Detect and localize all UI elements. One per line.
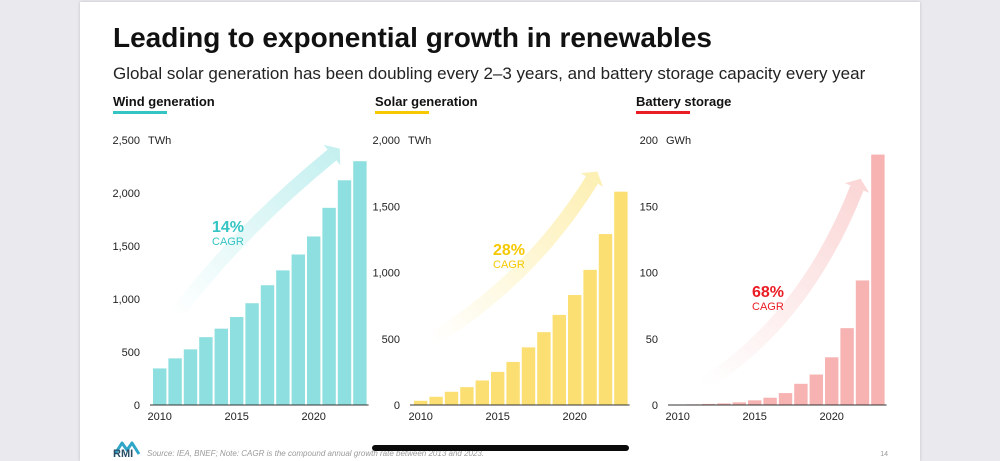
chart-2-bar-2019 bbox=[809, 374, 823, 405]
chart-0-bar-2018 bbox=[276, 270, 290, 405]
chart-0-ytick-3: 1,500 bbox=[112, 241, 140, 253]
chart-0-ytick-5: 2,500 bbox=[112, 135, 140, 147]
home-indicator[interactable] bbox=[372, 445, 629, 451]
chart-1-bar-2023 bbox=[614, 191, 628, 405]
chart-2-title-underline bbox=[636, 111, 690, 114]
chart-2-xtick-2: 2020 bbox=[819, 411, 843, 423]
chart-1-bar-2014 bbox=[475, 380, 489, 405]
chart-0-bar-2021 bbox=[322, 207, 336, 405]
chart-1-bar-2012 bbox=[444, 391, 459, 405]
chart-1-bar-2013 bbox=[460, 387, 474, 405]
chart-0-unit: TWh bbox=[148, 135, 171, 147]
chart-1-ytick-3: 1,500 bbox=[372, 201, 400, 213]
chart-1-bar-2015 bbox=[491, 371, 505, 405]
chart-0-xtick-2: 2020 bbox=[301, 411, 325, 423]
charts-area: Wind generation 0 500 1,000 1,500 2,000 2,500 T… bbox=[80, 90, 920, 430]
chart-2-bar-2015 bbox=[748, 400, 762, 405]
chart-0-bar-2023 bbox=[353, 161, 367, 405]
chart-0-bar-2010 bbox=[153, 368, 167, 405]
chart-2-bar-2013 bbox=[717, 403, 731, 405]
chart-0-title-underline bbox=[113, 111, 167, 114]
chart-1-growth-arrow bbox=[427, 176, 598, 346]
chart-0-bar-2013 bbox=[199, 337, 213, 405]
chart-1-bar-2010 bbox=[414, 400, 428, 405]
chart-0-cagr-value: 14% bbox=[212, 219, 244, 236]
chart-0-title: Wind generation bbox=[113, 94, 215, 109]
chart-1-ytick-2: 1,000 bbox=[372, 268, 400, 280]
chart-1-ytick-4: 2,000 bbox=[372, 135, 400, 147]
chart-0-growth-arrow bbox=[169, 149, 337, 321]
chart-1-bar-2017 bbox=[521, 347, 536, 405]
chart-1-cagr-label: CAGR bbox=[493, 259, 525, 271]
chart-2-ytick-4: 200 bbox=[640, 135, 658, 147]
chart-0-bar-2017 bbox=[260, 285, 275, 405]
chart-2-growth-arrow bbox=[700, 185, 864, 390]
chart-2-bar-2012 bbox=[701, 403, 716, 405]
chart-1-cagr-value: 28% bbox=[493, 242, 525, 259]
logo-text: RMI bbox=[113, 448, 134, 460]
chart-2-xtick-1: 2015 bbox=[742, 411, 766, 423]
rmi-logo-icon bbox=[113, 441, 141, 455]
chart-0-bar-2016 bbox=[245, 303, 259, 405]
chart-0-bar-2019 bbox=[291, 254, 305, 405]
chart-0-bar-2015 bbox=[230, 317, 244, 405]
chart-2-bar-2014 bbox=[732, 402, 746, 405]
chart-0-ytick-2: 1,000 bbox=[112, 294, 140, 306]
chart-1-xtick-1: 2015 bbox=[485, 411, 509, 423]
chart-0-ytick-1: 500 bbox=[122, 347, 140, 359]
chart-2-ytick-3: 150 bbox=[640, 201, 658, 213]
chart-2-ytick-1: 50 bbox=[646, 334, 658, 346]
chart-1-xtick-2: 2020 bbox=[562, 411, 586, 423]
chart-0-bar-2020 bbox=[307, 236, 321, 405]
chart-1-bar-2021 bbox=[583, 269, 597, 405]
chart-1-bar-2018 bbox=[537, 332, 551, 405]
chart-1-growth-arrowhead bbox=[580, 171, 604, 187]
chart-2-ytick-2: 100 bbox=[640, 268, 658, 280]
chart-1-ytick-1: 500 bbox=[382, 334, 400, 346]
chart-2-bar-2018 bbox=[794, 383, 808, 405]
chart-0-ytick-0: 0 bbox=[134, 400, 140, 412]
chart-2-ytick-0: 0 bbox=[652, 400, 658, 412]
chart-0-cagr-label: CAGR bbox=[212, 236, 244, 248]
chart-0-bar-2014 bbox=[214, 328, 228, 405]
chart-0-bar-2012 bbox=[183, 349, 198, 405]
chart-0-xtick-0: 2010 bbox=[147, 411, 171, 423]
chart-2-bar-2017 bbox=[778, 393, 793, 405]
chart-1-bar-2011 bbox=[429, 396, 443, 405]
chart-2-bar-2023 bbox=[871, 154, 885, 405]
chart-1-xtick-0: 2010 bbox=[408, 411, 432, 423]
chart-1-bar-2020 bbox=[568, 295, 582, 405]
chart-1-ytick-0: 0 bbox=[394, 400, 400, 412]
chart-1-bar-2019 bbox=[552, 314, 566, 405]
chart-2-title: Battery storage bbox=[636, 94, 731, 109]
chart-0-ytick-4: 2,000 bbox=[112, 188, 140, 200]
chart-1-bar-2022 bbox=[598, 234, 613, 405]
chart-2-unit: GWh bbox=[666, 135, 691, 147]
chart-2-bar-2021 bbox=[840, 328, 854, 405]
chart-1-title: Solar generation bbox=[375, 94, 478, 109]
chart-2-bar-2020 bbox=[825, 357, 839, 405]
chart-0-growth-arrowhead bbox=[323, 144, 341, 166]
chart-2-cagr-label: CAGR bbox=[752, 301, 784, 313]
page-number: 14 bbox=[880, 451, 888, 458]
source-note: Source: IEA, BNEF; Note: CAGR is the com… bbox=[147, 449, 485, 458]
chart-2-bar-2022 bbox=[855, 280, 870, 405]
slide: Leading to exponential growth in renewab… bbox=[80, 2, 920, 461]
chart-0-bar-2011 bbox=[168, 358, 182, 405]
chart-1-bar-2016 bbox=[506, 361, 520, 405]
slide-title: Leading to exponential growth in renewab… bbox=[113, 22, 712, 53]
chart-1-title-underline bbox=[375, 111, 429, 114]
chart-2-bar-2016 bbox=[763, 397, 777, 405]
chart-2-cagr-value: 68% bbox=[752, 284, 784, 301]
slide-subtitle: Global solar generation has been doublin… bbox=[113, 64, 866, 83]
chart-2-growth-arrowhead bbox=[844, 178, 870, 193]
chart-0-bar-2022 bbox=[337, 180, 352, 405]
chart-0-xtick-1: 2015 bbox=[224, 411, 248, 423]
chart-2-xtick-0: 2010 bbox=[665, 411, 689, 423]
chart-1-unit: TWh bbox=[408, 135, 431, 147]
